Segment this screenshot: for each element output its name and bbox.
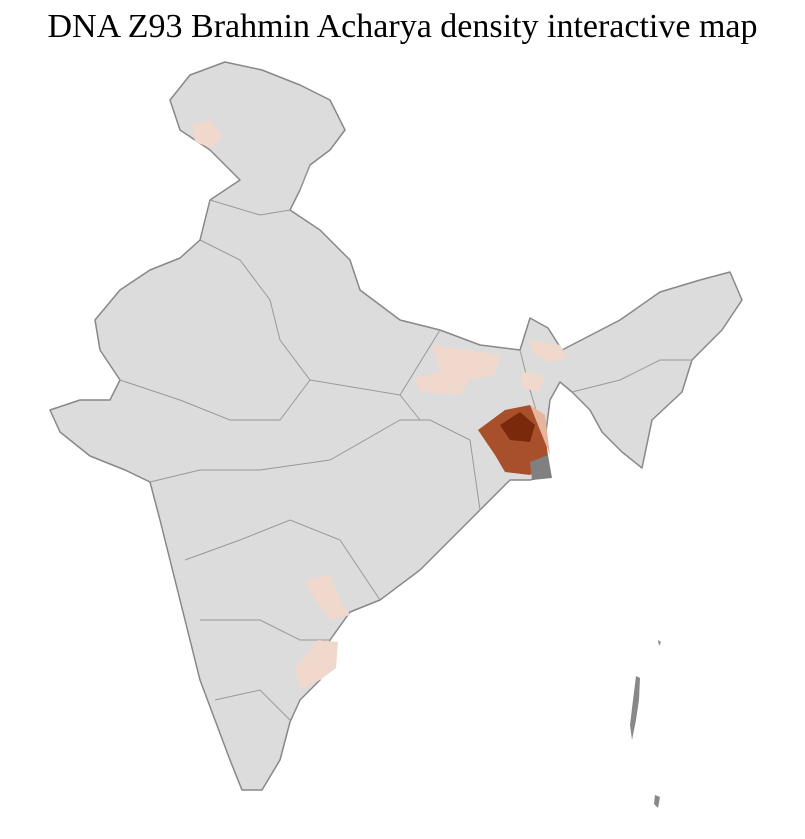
map-title: DNA Z93 Brahmin Acharya density interact… [47, 8, 758, 45]
density-region [305, 575, 350, 620]
density-region [192, 120, 222, 148]
density-region [530, 340, 568, 362]
island [654, 795, 660, 808]
islands [630, 640, 661, 808]
density-regions [192, 120, 568, 690]
state-border [214, 689, 291, 721]
state-border [299, 164, 311, 191]
state-border [149, 419, 481, 511]
state-border [399, 394, 421, 421]
island [630, 676, 640, 740]
density-region [295, 640, 338, 690]
density-region [415, 372, 470, 395]
state-border [184, 519, 381, 601]
state-border [209, 199, 291, 216]
island [658, 640, 661, 646]
density-region [530, 455, 552, 480]
density-region [432, 345, 500, 380]
state-border [571, 359, 692, 393]
state-border [200, 619, 330, 641]
density-region [530, 405, 550, 455]
density-region [500, 412, 535, 442]
density-region [522, 372, 545, 392]
state-border [119, 379, 311, 421]
country-outline [49, 61, 743, 791]
